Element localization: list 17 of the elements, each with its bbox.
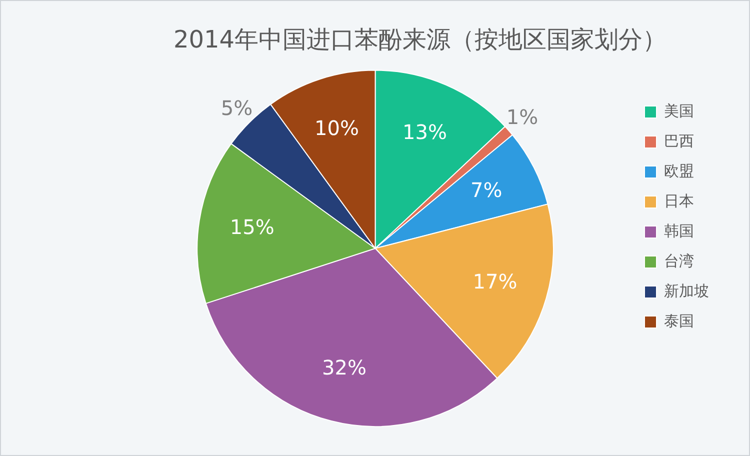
- data-label: 7%: [470, 178, 502, 202]
- legend-label: 美国: [664, 102, 694, 120]
- legend-label: 泰国: [664, 312, 694, 330]
- data-label: 32%: [322, 355, 366, 380]
- data-label: 1%: [506, 105, 538, 130]
- legend-label: 日本: [664, 192, 694, 210]
- data-label: 5%: [220, 96, 253, 120]
- legend-label: 台湾: [664, 252, 694, 270]
- data-label: 10%: [314, 116, 359, 140]
- legend-label: 韩国: [664, 222, 694, 240]
- data-label: 15%: [230, 215, 274, 240]
- data-label: 17%: [472, 269, 518, 294]
- data-label: 13%: [402, 120, 447, 144]
- legend-label: 新加坡: [664, 282, 709, 300]
- chart-title: 2014年中国进口苯酚来源（按地区国家划分）: [173, 26, 667, 54]
- legend-label: 欧盟: [664, 162, 694, 180]
- legend-label: 巴西: [664, 132, 694, 150]
